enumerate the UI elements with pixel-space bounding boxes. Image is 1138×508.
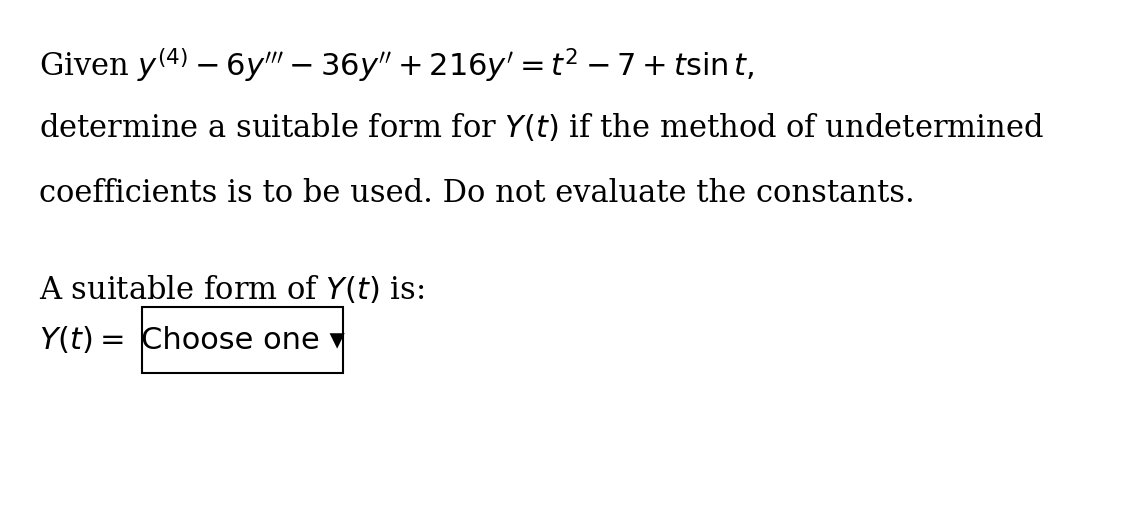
Text: $Y(t) =$: $Y(t) =$ bbox=[39, 325, 124, 356]
Text: Given $y^{(4)} - 6y''' - 36y'' + 216y' = t^2 - 7 + t\sin t,$: Given $y^{(4)} - 6y''' - 36y'' + 216y' =… bbox=[39, 46, 754, 84]
Text: A suitable form of $Y(t)$ is:: A suitable form of $Y(t)$ is: bbox=[39, 274, 424, 306]
Text: coefficients is to be used. Do not evaluate the constants.: coefficients is to be used. Do not evalu… bbox=[39, 178, 915, 209]
Text: Choose one ▾: Choose one ▾ bbox=[141, 326, 345, 355]
Text: determine a suitable form for $Y(t)$ if the method of undetermined: determine a suitable form for $Y(t)$ if … bbox=[39, 112, 1044, 144]
FancyBboxPatch shape bbox=[142, 307, 343, 373]
